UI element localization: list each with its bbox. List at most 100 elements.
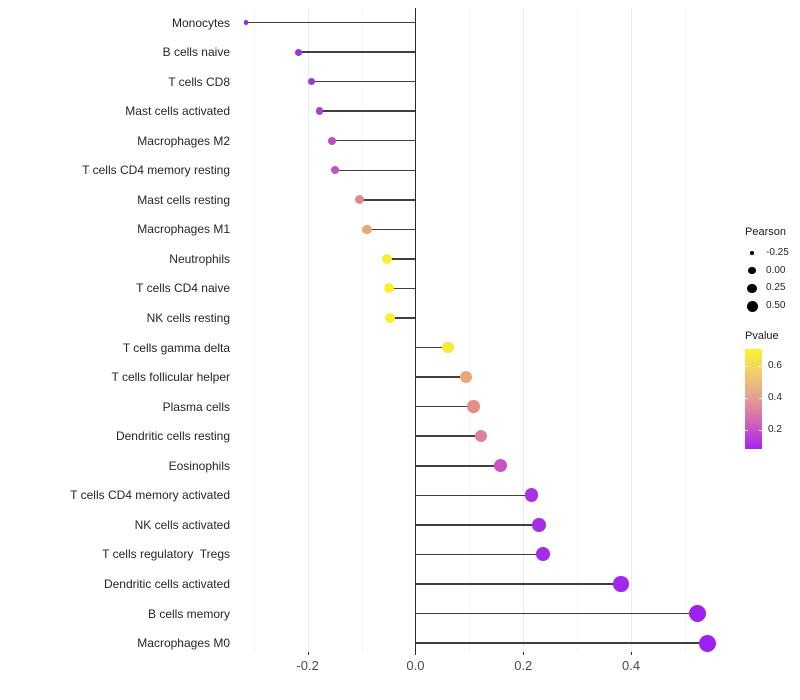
category-label: Mast cells resting bbox=[137, 192, 230, 207]
lollipop-stem bbox=[415, 465, 501, 467]
x-tick-mark bbox=[415, 652, 417, 655]
lollipop-dot bbox=[307, 77, 316, 86]
lollipop-dot bbox=[295, 48, 303, 56]
category-label: T cells gamma delta bbox=[122, 340, 230, 355]
plot-panel bbox=[237, 8, 727, 652]
lollipop-dot bbox=[441, 341, 454, 354]
lollipop-stem bbox=[415, 553, 543, 556]
x-tick-label: 0.2 bbox=[514, 658, 533, 673]
pearson-size-label: 0.25 bbox=[766, 282, 786, 294]
x-tick-mark bbox=[523, 652, 525, 655]
category-label: Dendritic cells activated bbox=[103, 576, 230, 591]
pvalue-tick-label: 0.2 bbox=[768, 424, 782, 435]
lollipop-stem bbox=[415, 346, 448, 349]
lollipop-dot bbox=[689, 605, 707, 622]
pearson-size-label: -0.25 bbox=[766, 247, 789, 258]
minor-gridline bbox=[253, 8, 255, 652]
category-label: Eosinophils bbox=[168, 458, 230, 473]
major-gridline bbox=[631, 8, 633, 652]
lollipop-stem bbox=[298, 51, 416, 53]
lollipop-dot bbox=[613, 576, 629, 592]
category-label: T cells CD4 memory activated bbox=[70, 488, 230, 503]
lollipop-stem bbox=[415, 524, 539, 526]
zero-baseline bbox=[414, 8, 417, 652]
lollipop-stem bbox=[415, 612, 698, 615]
category-label: Dendritic cells resting bbox=[115, 429, 230, 444]
pearson-size-dot bbox=[748, 266, 756, 275]
x-tick-label: 0.0 bbox=[406, 658, 425, 673]
lollipop-dot bbox=[330, 166, 340, 175]
lollipop-dot bbox=[354, 195, 364, 205]
x-tick-mark bbox=[307, 652, 309, 655]
category-label: T cells CD8 bbox=[168, 74, 230, 89]
category-label: T cells CD4 naive bbox=[136, 281, 230, 296]
x-tick-label: 0.4 bbox=[622, 658, 641, 673]
major-gridline bbox=[307, 8, 309, 652]
lollipop-stem bbox=[415, 494, 532, 497]
pearson-size-dot bbox=[747, 283, 757, 294]
category-label: NK cells resting bbox=[146, 311, 230, 325]
lollipop-stem bbox=[389, 287, 416, 290]
lollipop-dot bbox=[382, 253, 393, 264]
pvalue-bar-tick bbox=[759, 366, 762, 367]
pearson-size-label: 0.00 bbox=[766, 264, 786, 276]
category-label: B cells naive bbox=[162, 45, 230, 60]
pearson-size-dot bbox=[749, 250, 755, 256]
lollipop-dot bbox=[524, 488, 539, 503]
pvalue-gradient-bar bbox=[745, 349, 762, 449]
pvalue-bar-tick bbox=[759, 430, 762, 431]
pvalue-legend-title: Pvalue bbox=[745, 330, 779, 342]
pvalue-tick-label: 0.4 bbox=[768, 392, 782, 403]
lollipop-dot bbox=[535, 547, 550, 562]
category-label: NK cells activated bbox=[134, 517, 230, 532]
pvalue-bar-tick bbox=[745, 366, 748, 367]
lollipop-stem bbox=[415, 435, 482, 437]
lollipop-dot bbox=[327, 136, 336, 145]
minor-gridline bbox=[684, 8, 686, 652]
pearson-size-dot bbox=[746, 300, 758, 312]
lollipop-stem bbox=[366, 228, 416, 231]
lollipop-stem bbox=[415, 583, 621, 585]
category-label: T cells follicular helper bbox=[111, 370, 231, 385]
x-tick-label: -0.2 bbox=[296, 658, 319, 673]
lollipop-dot bbox=[383, 283, 395, 294]
x-tick-mark bbox=[631, 652, 633, 655]
lollipop-dot bbox=[243, 20, 248, 25]
lollipop-dot bbox=[467, 400, 480, 413]
pearson-legend-title: Pearson bbox=[745, 226, 786, 238]
lollipop-stem bbox=[319, 110, 416, 112]
lollipop-stem bbox=[390, 317, 416, 319]
minor-gridline bbox=[361, 8, 363, 652]
pvalue-bar-tick bbox=[759, 398, 762, 399]
lollipop-dot bbox=[315, 107, 324, 116]
lollipop-stem bbox=[415, 376, 467, 378]
category-label: Macrophages M1 bbox=[137, 222, 230, 237]
lollipop-stem bbox=[245, 21, 416, 24]
pvalue-tick-label: 0.6 bbox=[768, 360, 782, 371]
lollipop-stem bbox=[331, 139, 416, 142]
lollipop-stem bbox=[359, 199, 416, 201]
lollipop-stem bbox=[387, 258, 416, 260]
lollipop-dot bbox=[460, 371, 473, 384]
minor-gridline bbox=[469, 8, 471, 652]
minor-gridline bbox=[577, 8, 579, 652]
lollipop-dot bbox=[474, 429, 488, 443]
category-label: Neutrophils bbox=[169, 251, 230, 266]
category-label: Plasma cells bbox=[162, 399, 230, 414]
lollipop-dot bbox=[493, 459, 507, 473]
pvalue-bar-tick bbox=[745, 430, 748, 431]
lollipop-stem bbox=[415, 642, 708, 644]
pvalue-bar-tick bbox=[745, 398, 748, 399]
pearson-size-label: 0.50 bbox=[766, 300, 786, 312]
category-label: T cells CD4 memory resting bbox=[82, 163, 230, 178]
major-gridline bbox=[523, 8, 525, 652]
lollipop-dot bbox=[531, 517, 546, 532]
category-label: T cells regulatory Tregs bbox=[102, 547, 230, 562]
lollipop-dot bbox=[385, 312, 396, 324]
lollipop-dot bbox=[362, 224, 372, 235]
category-label: B cells memory bbox=[147, 606, 230, 621]
lollipop-stem bbox=[415, 405, 474, 408]
category-label: Macrophages M2 bbox=[137, 133, 230, 148]
lollipop-stem bbox=[311, 80, 416, 83]
